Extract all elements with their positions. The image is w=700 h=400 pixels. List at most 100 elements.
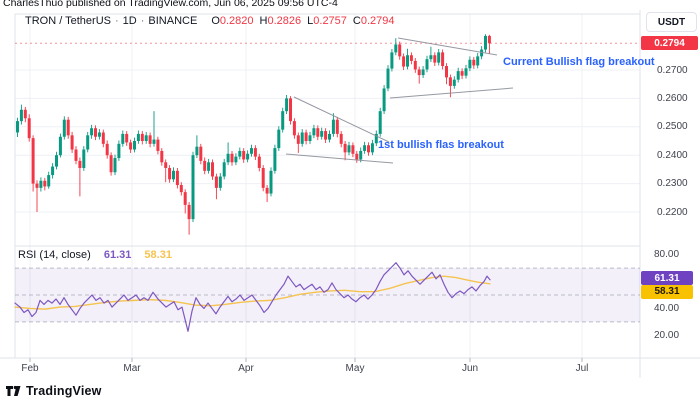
price-tick-label: 0.2500 bbox=[657, 121, 688, 133]
candle-body bbox=[191, 155, 195, 220]
time-tick-label: Apr bbox=[238, 363, 254, 374]
candle-body bbox=[195, 146, 199, 156]
candle-body bbox=[425, 59, 429, 70]
candle-body bbox=[86, 135, 90, 150]
candle-body bbox=[429, 55, 433, 60]
candle-body bbox=[472, 59, 476, 66]
candle-body bbox=[378, 111, 382, 134]
candle-body bbox=[417, 69, 421, 76]
candle-body bbox=[328, 133, 331, 140]
candle-body bbox=[70, 135, 74, 150]
candle-body bbox=[269, 170, 273, 194]
candle-body bbox=[218, 176, 222, 188]
candle-body bbox=[175, 170, 179, 186]
candle-body bbox=[82, 149, 86, 168]
candle-body bbox=[421, 69, 425, 76]
candle-body bbox=[125, 133, 129, 143]
price-tick-label: 0.2300 bbox=[657, 178, 688, 190]
candle-body bbox=[164, 162, 168, 168]
tradingview-brand-text: TradingView bbox=[26, 384, 102, 398]
candle-body bbox=[476, 56, 480, 66]
candle-body bbox=[448, 77, 452, 86]
candle-body bbox=[250, 148, 253, 154]
annotation-first-flag-breakout: 1st bullish flas breakout bbox=[378, 139, 504, 151]
candle-body bbox=[55, 155, 58, 167]
candle-body bbox=[136, 133, 140, 141]
trendline-flag2-lower[interactable] bbox=[389, 87, 514, 99]
price-tick-label: 0.2400 bbox=[657, 149, 688, 161]
candle-body bbox=[105, 143, 109, 156]
candle-body bbox=[382, 88, 386, 112]
candle-body bbox=[43, 180, 47, 187]
exchange: BINANCE bbox=[148, 15, 198, 27]
candle-body bbox=[187, 204, 191, 220]
legend-separator: · bbox=[115, 15, 119, 27]
candle-body bbox=[183, 192, 187, 205]
candle-body bbox=[230, 153, 234, 163]
candle-body bbox=[296, 135, 300, 144]
candle-body bbox=[320, 131, 324, 137]
symbol-legend[interactable]: TRON / TetherUS · 1D · BINANCE O0.2820 H0.2826… bbox=[25, 15, 395, 27]
candle-body bbox=[441, 52, 445, 67]
candle-body bbox=[289, 98, 292, 122]
candle-body bbox=[339, 133, 343, 144]
candle-body bbox=[335, 119, 339, 134]
candle-body bbox=[433, 55, 437, 63]
candle-body bbox=[133, 141, 136, 150]
candle-body bbox=[487, 35, 491, 44]
trendline-flag1-upper[interactable] bbox=[293, 96, 390, 143]
candle-body bbox=[331, 119, 335, 134]
rsi-tick-label: 20.00 bbox=[654, 329, 680, 341]
rsi-ma-value-badge: 58.31 bbox=[641, 284, 693, 299]
candle-body bbox=[316, 128, 320, 137]
candle-body bbox=[222, 162, 226, 177]
candle-body bbox=[58, 136, 62, 156]
candle-body bbox=[156, 139, 160, 151]
candle-body bbox=[359, 150, 363, 160]
rsi-tick-label: 40.00 bbox=[654, 302, 680, 314]
candle-body bbox=[117, 143, 121, 159]
candle-body bbox=[234, 156, 238, 163]
candle-body bbox=[121, 133, 125, 144]
candle-body bbox=[468, 59, 472, 69]
time-tick-label: Jul bbox=[575, 363, 589, 374]
candle-body bbox=[452, 79, 456, 86]
candle-body bbox=[35, 183, 39, 188]
candle-body bbox=[152, 139, 156, 144]
candle-body bbox=[148, 135, 152, 144]
trendline-flag2-upper[interactable] bbox=[397, 37, 498, 56]
candle-body bbox=[456, 71, 460, 80]
candle-body bbox=[367, 145, 370, 153]
price-tick-label: 0.2200 bbox=[657, 206, 688, 218]
rsi-line bbox=[14, 262, 491, 332]
candle-body bbox=[199, 146, 203, 161]
time-tick-label: May bbox=[345, 363, 365, 374]
candle-body bbox=[413, 60, 417, 70]
candle-body bbox=[265, 187, 269, 194]
trendline-flag1-lower[interactable] bbox=[285, 153, 394, 164]
candle-body bbox=[398, 44, 402, 57]
candle-body bbox=[238, 150, 242, 157]
annotation-current-flag-breakout: Current Bullish flag breakout bbox=[503, 56, 655, 68]
candle-body bbox=[445, 66, 448, 78]
candle-body bbox=[16, 121, 19, 133]
rsi-name: RSI bbox=[18, 249, 37, 261]
rsi-ma-value: 58.31 bbox=[144, 249, 172, 261]
currency-toggle-button[interactable]: USDT bbox=[646, 12, 697, 32]
candle-body bbox=[304, 132, 308, 141]
candle-body bbox=[19, 109, 23, 122]
rsi-indicator-legend[interactable]: RSI (14, close) 61.31 58.31 bbox=[18, 249, 172, 261]
candle-body bbox=[168, 167, 172, 180]
candle-body bbox=[343, 143, 347, 153]
ohlc-values: O0.2820 H0.2826 L0.2757 C0.2794 bbox=[211, 15, 395, 27]
candle-body bbox=[172, 170, 175, 180]
candle-body bbox=[214, 176, 218, 188]
tradingview-branding[interactable]: TradingView bbox=[5, 383, 102, 399]
time-tick-label: Jun bbox=[461, 363, 479, 374]
legend-separator: · bbox=[140, 15, 145, 27]
candle-body bbox=[277, 129, 281, 149]
open-value: 0.2820 bbox=[219, 15, 254, 27]
candle-body bbox=[261, 167, 265, 188]
candle-body bbox=[90, 128, 94, 136]
